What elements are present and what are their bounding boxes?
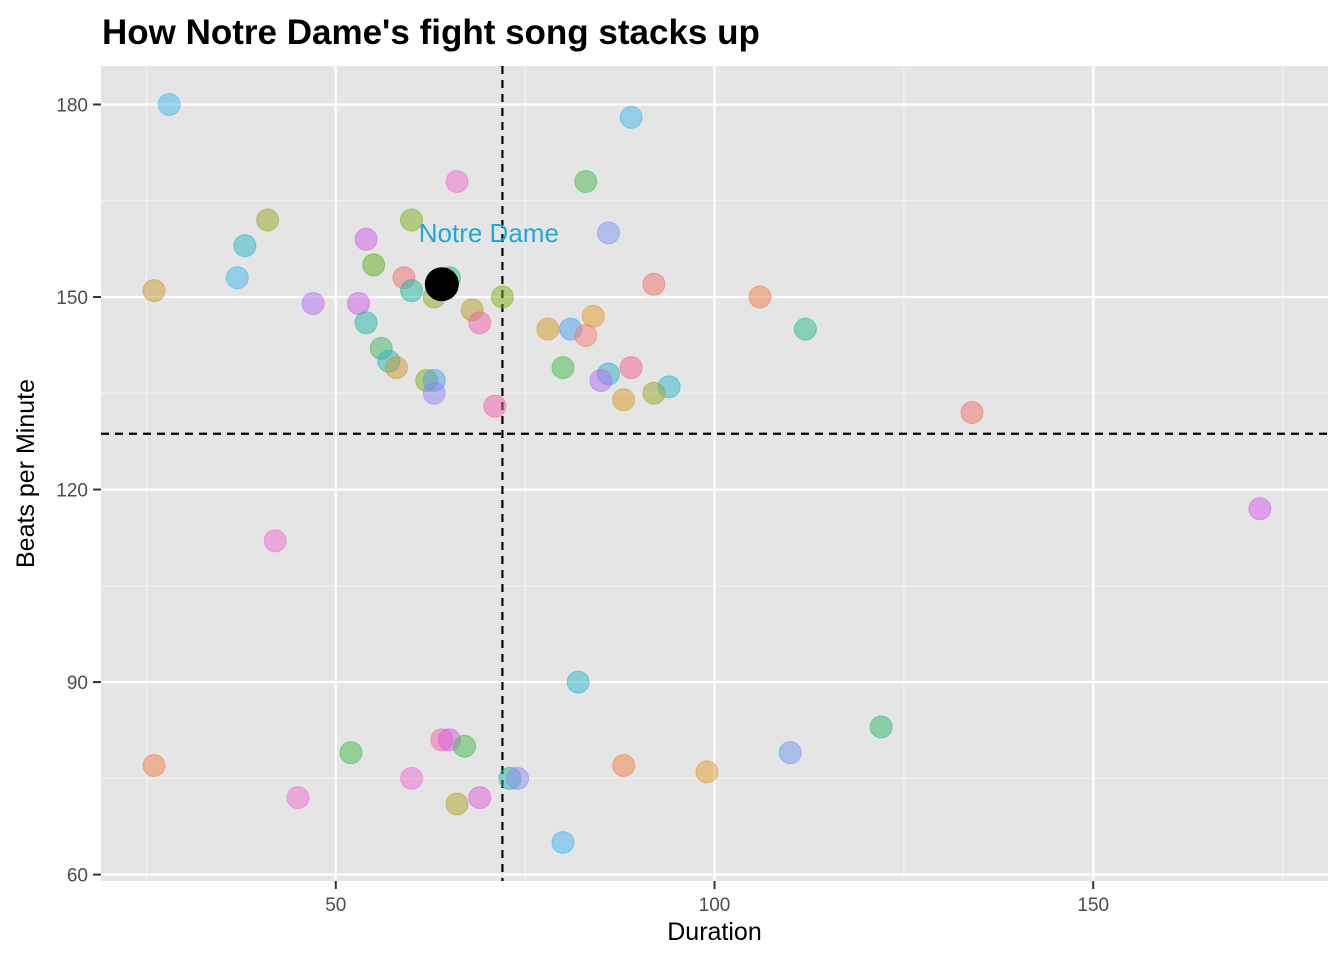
y-tick-label: 60 [67,866,88,887]
data-point [453,734,477,758]
data-point [551,830,575,854]
data-point [596,221,620,245]
chart-title: How Notre Dame's fight song stacks up [102,13,760,52]
data-point [256,208,280,232]
data-point [233,234,257,258]
data-point [445,170,469,194]
highlight-group: Notre Dame [419,218,559,302]
data-point [793,317,817,341]
major-gridlines [101,66,1328,881]
data-point [536,317,560,341]
data-point [347,291,371,315]
data-point [445,792,469,816]
data-point [619,356,643,380]
data-point [225,266,249,290]
data-point [400,766,424,790]
data-point [286,786,310,810]
y-tick-label: 150 [56,288,88,309]
data-point [142,753,166,777]
data-point [263,529,287,553]
data-point [422,381,446,405]
data-point [400,208,424,232]
data-point [566,670,590,694]
y-tick-label: 120 [56,481,88,502]
x-tick-label: 100 [699,895,731,916]
notre-dame-label: Notre Dame [419,218,559,248]
data-point [506,766,530,790]
data-point [483,394,507,418]
data-point [581,304,605,328]
data-point [142,279,166,303]
data-point [301,291,325,315]
x-tick-label: 50 [325,895,346,916]
data-point [354,311,378,335]
y-axis-title: Beats per Minute [12,379,40,568]
data-point [468,786,492,810]
data-point [574,170,598,194]
data-point [612,753,636,777]
data-point [642,381,666,405]
data-point [468,311,492,335]
y-axis: 60 90 120 150 180 [56,96,101,887]
data-point [778,741,802,765]
data-point [339,741,363,765]
data-point [619,105,643,129]
x-axis-title: Duration [667,918,762,946]
data-point [589,368,613,392]
data-point [157,93,181,117]
data-point [490,285,514,309]
data-point [362,253,386,277]
data-point [869,715,893,739]
x-axis: 50 100 150 [325,881,1109,916]
data-points [142,93,1272,854]
data-point [748,285,772,309]
y-tick-label: 180 [56,96,88,117]
data-point [400,279,424,303]
data-point [551,356,575,380]
data-point [354,227,378,251]
data-point [695,760,719,784]
reference-lines [101,66,1328,881]
data-point [642,272,666,296]
data-point [960,401,984,425]
data-point [1248,497,1272,521]
data-point [574,324,598,348]
y-tick-label: 90 [67,673,88,694]
notre-dame-point [424,267,459,302]
data-point [612,388,636,412]
x-tick-label: 150 [1077,895,1109,916]
data-point [384,356,408,380]
